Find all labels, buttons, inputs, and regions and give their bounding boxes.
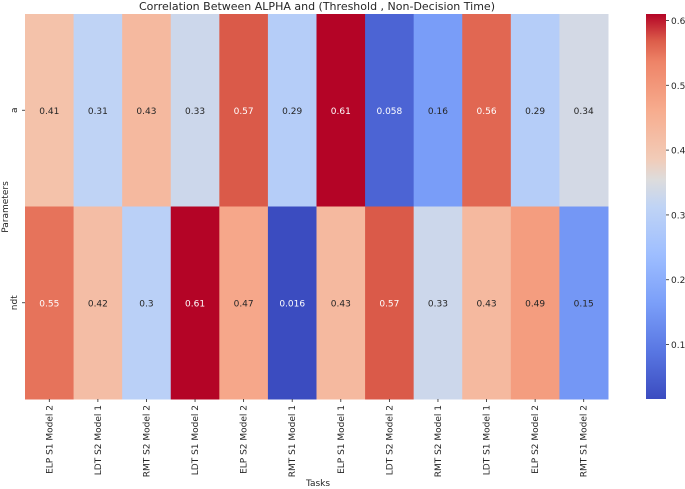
- cell-value-label: 0.3: [139, 299, 153, 309]
- heatmap-cell: [73, 206, 123, 400]
- cell-value-label: 0.56: [477, 107, 497, 117]
- cell-value-label: 0.41: [39, 107, 59, 117]
- colorbar-tick-label: 0.2: [671, 276, 685, 286]
- heatmap-cells: [25, 14, 609, 400]
- cell-value-label: 0.47: [234, 299, 254, 309]
- y-axis-label: Parameters: [1, 181, 11, 233]
- cell-value-label: 0.55: [39, 299, 59, 309]
- colorbar-ticks: 0.1 0.2 0.3 0.4 0.5 0.6: [666, 17, 685, 351]
- cell-value-label: 0.34: [574, 107, 594, 117]
- cell-value-labels: 0.41 0.31 0.43 0.33 0.57 0.29 0.61 0.058 0.16 0.5…: [39, 107, 594, 310]
- chart-title: Correlation Between ALPHA and (Threshold…: [139, 0, 495, 13]
- cell-value-label: 0.57: [379, 299, 399, 309]
- colorbar-tick-label: 0.5: [671, 82, 685, 92]
- x-tick-label: LDT S1 Model 2: [191, 405, 201, 475]
- heatmap-cell: [170, 14, 220, 207]
- heatmap-cell: [462, 14, 512, 207]
- cell-value-label: 0.61: [331, 107, 351, 117]
- x-tick-label: LDT S1 Model 1: [483, 405, 493, 475]
- heatmap-cell: [559, 14, 609, 207]
- heatmap-cell: [462, 206, 512, 400]
- heatmap-cell: [413, 14, 463, 207]
- cell-value-label: 0.49: [525, 299, 545, 309]
- heatmap-cell: [170, 206, 220, 400]
- heatmap-cell: [365, 14, 415, 207]
- y-tick-label: a: [10, 107, 20, 113]
- cell-value-label: 0.33: [428, 299, 448, 309]
- x-tick-label: LDT S2 Model 2: [385, 405, 395, 475]
- heatmap-cell: [316, 206, 366, 400]
- cell-value-label: 0.29: [282, 107, 302, 117]
- colorbar: [646, 14, 666, 399]
- cell-value-label: 0.57: [234, 107, 254, 117]
- cell-value-label: 0.31: [88, 107, 108, 117]
- heatmap-cell: [219, 14, 269, 207]
- x-tick-label: ELP S1 Model 2: [45, 405, 55, 474]
- x-tick-label: LDT S2 Model 1: [94, 405, 104, 475]
- cell-value-label: 0.42: [88, 299, 108, 309]
- cell-value-label: 0.43: [331, 299, 351, 309]
- colorbar-tick-label: 0.1: [671, 341, 685, 351]
- x-tick-label: RMT S1 Model 1: [288, 405, 298, 477]
- cell-value-label: 0.33: [185, 107, 205, 117]
- x-tick-label: ELP S2 Model 2: [240, 405, 250, 474]
- cell-value-label: 0.15: [574, 299, 594, 309]
- colorbar-tick-label: 0.6: [671, 17, 685, 27]
- cell-value-label: 0.43: [477, 299, 497, 309]
- heatmap-cell: [25, 14, 75, 207]
- heatmap-cell: [219, 206, 269, 400]
- heatmap-cell: [510, 14, 560, 207]
- cell-value-label: 0.16: [428, 107, 448, 117]
- heatmap-cell: [267, 14, 317, 207]
- cell-value-label: 0.61: [185, 299, 205, 309]
- cell-value-label: 0.29: [525, 107, 545, 117]
- heatmap-cell: [267, 206, 317, 400]
- heatmap-cell: [122, 206, 172, 400]
- x-tick-label: RMT S1 Model 2: [580, 405, 590, 477]
- colorbar-tick-label: 0.3: [671, 211, 685, 221]
- x-tick-label: RMT S2 Model 1: [434, 405, 444, 477]
- x-axis-ticks: ELP S1 Model 2 LDT S2 Model 1 RMT S2 Model…: [45, 399, 590, 477]
- heatmap-cell: [559, 206, 609, 400]
- x-axis-label: Tasks: [305, 479, 330, 489]
- colorbar-tick-label: 0.4: [671, 147, 685, 157]
- cell-value-label: 0.058: [376, 107, 402, 117]
- heatmap-cell: [73, 14, 123, 207]
- heatmap-cell: [316, 14, 366, 207]
- y-axis-ticks: a ndt: [10, 107, 25, 310]
- cell-value-label: 0.43: [136, 107, 156, 117]
- x-tick-label: RMT S2 Model 2: [142, 405, 152, 477]
- heatmap-cell: [510, 206, 560, 400]
- y-tick-label: ndt: [10, 295, 20, 310]
- heatmap-cell: [413, 206, 463, 400]
- x-tick-label: ELP S1 Model 1: [337, 405, 347, 474]
- x-tick-label: ELP S2 Model 2: [531, 405, 541, 474]
- cell-value-label: 0.016: [279, 299, 305, 309]
- heatmap-cell: [25, 206, 75, 400]
- heatmap-cell: [122, 14, 172, 207]
- heatmap-cell: [365, 206, 415, 400]
